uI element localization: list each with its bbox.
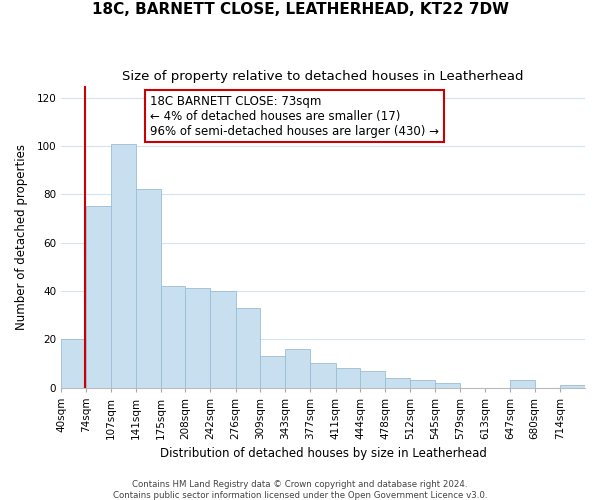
- Bar: [435, 382, 460, 388]
- Bar: [360, 370, 385, 388]
- Bar: [410, 380, 435, 388]
- Bar: [185, 288, 211, 388]
- Bar: [236, 308, 260, 388]
- Bar: [161, 286, 185, 388]
- Title: Size of property relative to detached houses in Leatherhead: Size of property relative to detached ho…: [122, 70, 524, 83]
- Bar: [211, 291, 236, 388]
- X-axis label: Distribution of detached houses by size in Leatherhead: Distribution of detached houses by size …: [160, 447, 487, 460]
- Bar: [61, 339, 86, 388]
- Bar: [335, 368, 360, 388]
- Text: 18C, BARNETT CLOSE, LEATHERHEAD, KT22 7DW: 18C, BARNETT CLOSE, LEATHERHEAD, KT22 7D…: [91, 2, 509, 18]
- Bar: [260, 356, 285, 388]
- Text: Contains HM Land Registry data © Crown copyright and database right 2024.
Contai: Contains HM Land Registry data © Crown c…: [113, 480, 487, 500]
- Bar: [560, 385, 585, 388]
- Bar: [86, 206, 110, 388]
- Bar: [310, 364, 335, 388]
- Bar: [136, 190, 161, 388]
- Text: 18C BARNETT CLOSE: 73sqm
← 4% of detached houses are smaller (17)
96% of semi-de: 18C BARNETT CLOSE: 73sqm ← 4% of detache…: [150, 94, 439, 138]
- Y-axis label: Number of detached properties: Number of detached properties: [15, 144, 28, 330]
- Bar: [510, 380, 535, 388]
- Bar: [385, 378, 410, 388]
- Bar: [285, 349, 310, 388]
- Bar: [110, 144, 136, 388]
